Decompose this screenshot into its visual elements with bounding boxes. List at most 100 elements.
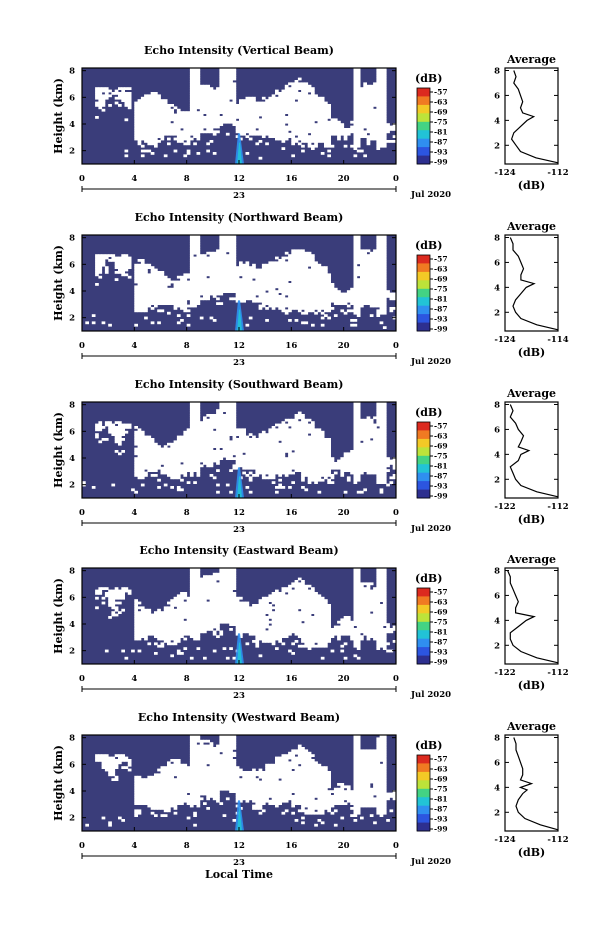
heatmap-cell	[275, 293, 279, 296]
heatmap-cell	[180, 472, 184, 475]
heatmap-cell	[314, 123, 318, 126]
heatmap-cell	[197, 237, 201, 240]
heatmap-cell	[288, 443, 292, 446]
heatmap-cell	[229, 85, 233, 88]
heatmap-cell	[295, 271, 299, 274]
heatmap-cell	[190, 288, 194, 291]
heatmap-cell	[144, 285, 148, 288]
heatmap-cell	[262, 109, 266, 112]
heatmap-cell	[187, 152, 191, 155]
heatmap-cell	[331, 474, 335, 477]
heatmap-cell	[151, 467, 155, 470]
heatmap-cell	[278, 111, 282, 114]
heatmap-cell	[242, 102, 246, 105]
heatmap-cell	[210, 261, 214, 264]
heatmap-cell	[380, 321, 384, 324]
heatmap-cell	[223, 281, 227, 284]
colorbar-segment	[417, 113, 430, 122]
heatmap-cell	[380, 281, 384, 284]
heatmap-cell	[219, 285, 223, 288]
heatmap-cell	[295, 138, 299, 141]
heatmap-cell	[327, 285, 331, 288]
heatmap-cell	[278, 484, 282, 487]
heatmap-cell	[367, 126, 371, 129]
heatmap-cell	[252, 438, 256, 441]
heatmap-cell	[314, 476, 318, 479]
heatmap-cell	[367, 448, 371, 451]
heatmap-cell	[275, 445, 279, 448]
heatmap-cell	[318, 285, 322, 288]
heatmap-cell	[190, 457, 194, 460]
heatmap-cell	[226, 271, 230, 274]
heatmap-cell	[197, 467, 201, 470]
heatmap-cell	[354, 257, 358, 260]
heatmap-cell	[193, 121, 197, 124]
heatmap-cell	[210, 293, 214, 296]
heatmap-cell	[229, 445, 233, 448]
heatmap-cell	[331, 307, 335, 310]
heatmap-cell	[239, 104, 243, 107]
heatmap-cell	[193, 259, 197, 262]
heatmap-cell	[147, 123, 151, 126]
chart-panel-3: Echo Intensity (Southward Beam)2468Heigh…	[52, 378, 569, 535]
heatmap-cell	[246, 324, 250, 327]
heatmap-cell	[239, 438, 243, 441]
heatmap-cell	[229, 412, 233, 415]
heatmap-cell	[301, 97, 305, 100]
heatmap-cell	[239, 278, 243, 281]
heatmap-cell	[190, 102, 194, 105]
heatmap-cell	[210, 118, 214, 121]
heatmap-cell	[134, 288, 138, 291]
heatmap-cell	[226, 412, 230, 415]
heatmap-cell	[183, 300, 187, 303]
heatmap-cell	[147, 440, 151, 443]
heatmap-cell	[380, 240, 384, 243]
heatmap-cell	[249, 111, 253, 114]
heatmap-cell	[190, 114, 194, 117]
heatmap-cell	[354, 290, 358, 293]
panel-title: Echo Intensity (Northward Beam)	[135, 211, 344, 224]
heatmap-cell	[246, 467, 250, 470]
heatmap-cell	[357, 404, 361, 407]
heatmap-cell	[239, 436, 243, 439]
heatmap-cell	[376, 314, 380, 317]
heatmap-cell	[285, 438, 289, 441]
heatmap-cell	[226, 428, 230, 431]
heatmap-cell	[363, 121, 367, 124]
heatmap-cell	[363, 436, 367, 439]
heatmap-cell	[357, 445, 361, 448]
heatmap-cell	[174, 150, 178, 153]
heatmap-cell	[206, 452, 210, 455]
heatmap-cell	[272, 118, 276, 121]
heatmap-cell	[138, 276, 142, 279]
heatmap-cell	[187, 445, 191, 448]
heatmap-cell	[141, 276, 145, 279]
heatmap-cell	[206, 273, 210, 276]
heatmap-cell	[193, 450, 197, 453]
heatmap-cell	[314, 116, 318, 119]
heatmap-cell	[285, 278, 289, 281]
heatmap-cell	[197, 416, 201, 419]
heatmap-cell	[190, 426, 194, 429]
heatmap-cell	[291, 464, 295, 467]
heatmap-cell	[298, 114, 302, 117]
heatmap-cell	[115, 450, 119, 453]
heatmap-cell	[350, 130, 354, 133]
heatmap-cell	[357, 240, 361, 243]
heatmap-cell	[200, 438, 204, 441]
heatmap-cell	[151, 104, 155, 107]
heatmap-cell	[373, 257, 377, 260]
heatmap-cell	[229, 261, 233, 264]
heatmap-cell	[233, 121, 237, 124]
heatmap-cell	[206, 424, 210, 427]
heatmap-cell	[200, 457, 204, 460]
heatmap-cell	[363, 278, 367, 281]
heatmap-cell	[282, 452, 286, 455]
heatmap-cell	[210, 104, 214, 107]
heatmap-cell	[197, 266, 201, 269]
heatmap-cell	[180, 297, 184, 300]
heatmap-cell	[301, 271, 305, 274]
heatmap-cell	[121, 273, 125, 276]
heatmap-cell	[144, 440, 148, 443]
heatmap-cell	[288, 440, 292, 443]
